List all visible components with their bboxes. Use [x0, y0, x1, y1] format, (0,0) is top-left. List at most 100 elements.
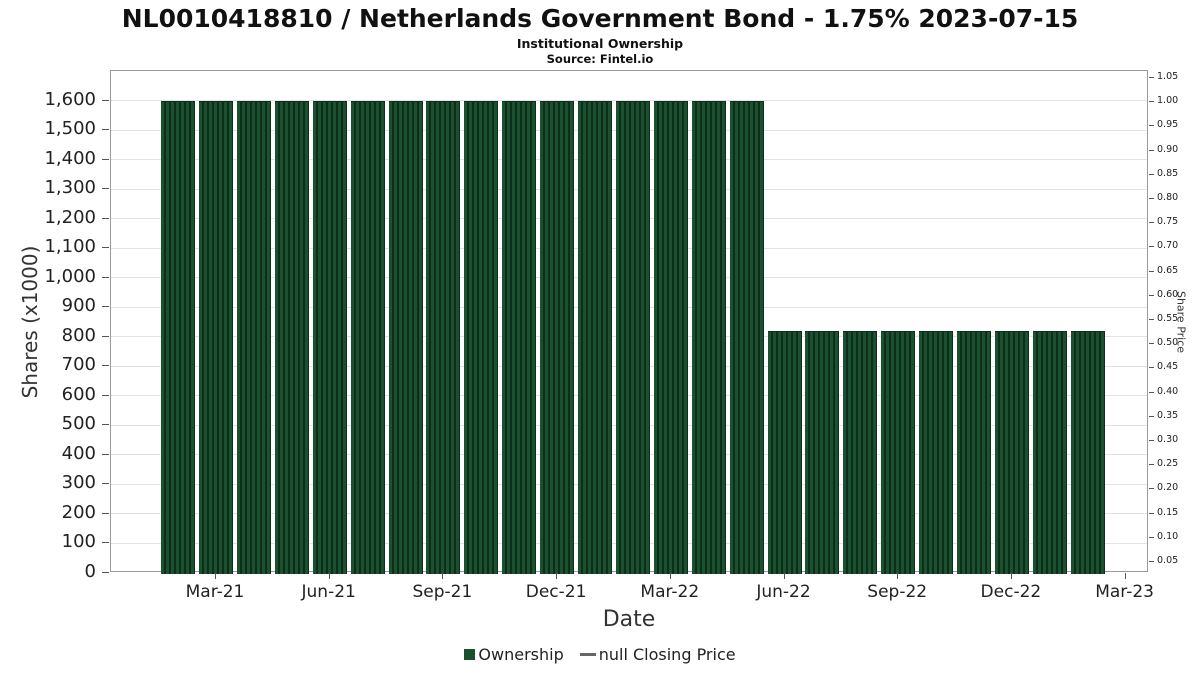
- x-axis-tick: [556, 573, 558, 579]
- right-axis-tick: [1149, 198, 1154, 199]
- ownership-bar: [426, 100, 461, 574]
- ownership-swatch-icon: [464, 649, 476, 660]
- legend-label-ownership: Ownership: [478, 645, 564, 664]
- right-axis-tick: [1149, 391, 1154, 393]
- ownership-bar: [1032, 330, 1067, 574]
- y-axis-tick: [102, 306, 109, 308]
- y-tick-label: 700: [61, 354, 96, 376]
- ownership-bar: [199, 100, 233, 574]
- y-axis-tick: [102, 158, 109, 160]
- right-tick-label: 0.35: [1157, 409, 1179, 421]
- right-axis-tick: [1149, 270, 1154, 272]
- right-tick-label: 0.85: [1157, 167, 1179, 179]
- ownership-bar: [615, 100, 650, 574]
- y-tick-label: 1,100: [44, 236, 96, 258]
- y-tick-label: 300: [61, 472, 96, 494]
- y-tick-label: 1,500: [44, 118, 96, 140]
- right-axis-tick: [1149, 101, 1154, 103]
- y-tick-label: 0: [84, 561, 96, 582]
- right-axis-tick: [1149, 464, 1154, 466]
- y-tick-label: 800: [61, 324, 96, 346]
- x-axis-tick: [328, 573, 330, 579]
- right-axis-tick: [1149, 367, 1154, 369]
- y-tick-label: 600: [61, 383, 96, 405]
- legend-item-closing-price: null Closing Price: [579, 645, 736, 664]
- y-axis-tick: [102, 365, 109, 367]
- right-axis-tick: [1149, 149, 1154, 151]
- chart-source: Source: Fintel.io: [546, 52, 654, 66]
- right-axis-tick: [1149, 246, 1154, 248]
- x-axis-tick: [442, 573, 444, 579]
- y-tick-label: 1,000: [44, 265, 96, 287]
- right-tick-label: 0.40: [1157, 385, 1179, 397]
- ownership-bar: [881, 330, 916, 574]
- x-tick-label: Sep-21: [412, 582, 473, 602]
- right-axis-tick: [1149, 222, 1154, 224]
- right-tick-label: 0.65: [1157, 264, 1179, 276]
- right-tick-label: 0.10: [1157, 530, 1179, 542]
- ownership-bar: [767, 330, 802, 574]
- ownership-bar: [578, 100, 612, 574]
- y-tick-label: 900: [61, 295, 96, 317]
- y-tick-label: 500: [61, 413, 96, 435]
- y-axis-tick: [102, 188, 109, 190]
- x-axis-tick: [215, 573, 216, 579]
- x-tick-label: Jun-22: [756, 582, 811, 602]
- ownership-bar: [388, 100, 423, 574]
- chart-title: NL0010418810 / Netherlands Government Bo…: [121, 4, 1079, 33]
- x-tick-label: Jun-21: [301, 582, 356, 602]
- right-axis-tick: [1149, 77, 1154, 78]
- y-tick-label: 1,300: [44, 177, 96, 199]
- right-tick-label: 0.90: [1157, 143, 1179, 155]
- right-tick-label: 0.60: [1157, 288, 1179, 300]
- legend-item-ownership: Ownership: [464, 645, 564, 664]
- right-axis-tick: [1149, 536, 1154, 538]
- ownership-bar: [1070, 330, 1105, 574]
- x-axis-tick: [897, 573, 899, 579]
- right-axis-tick: [1149, 440, 1154, 441]
- right-tick-label: 0.20: [1157, 482, 1179, 494]
- right-tick-label: 0.50: [1157, 337, 1179, 349]
- x-axis-tick: [669, 573, 671, 579]
- y-axis-tick: [102, 394, 109, 396]
- y-axis-tick: [102, 129, 109, 131]
- y-axis-tick: [102, 512, 109, 514]
- ownership-bar: [161, 100, 196, 574]
- y-tick-label: 1,400: [44, 147, 96, 169]
- right-axis-tick: [1149, 294, 1154, 296]
- right-tick-label: 0.15: [1157, 506, 1179, 518]
- price-line-icon: [579, 653, 596, 656]
- right-axis-tick: [1149, 488, 1154, 490]
- x-tick-label: Dec-21: [525, 582, 587, 602]
- x-tick-label: Mar-21: [185, 582, 245, 602]
- x-axis-tick: [783, 573, 785, 579]
- ownership-bar: [994, 330, 1029, 574]
- chart-subtitle: Institutional Ownership: [516, 36, 684, 51]
- y-axis-tick: [102, 483, 109, 485]
- right-axis-tick: [1149, 415, 1154, 417]
- x-axis-tick: [1010, 573, 1012, 579]
- ownership-bar: [957, 330, 991, 574]
- ownership-bar: [843, 330, 878, 574]
- ownership-bar: [540, 100, 575, 574]
- right-tick-label: 0.70: [1157, 240, 1179, 252]
- right-axis-tick: [1149, 125, 1154, 127]
- right-tick-label: 0.75: [1157, 216, 1179, 228]
- y-axis-tick: [102, 542, 109, 544]
- right-axis-tick: [1149, 561, 1154, 562]
- right-tick-label: 0.95: [1157, 119, 1179, 131]
- legend-label-closing-price: null Closing Price: [598, 645, 736, 664]
- ownership-bar: [350, 100, 385, 574]
- y-axis-tick: [102, 99, 109, 101]
- y-tick-label: 1,200: [44, 206, 96, 228]
- legend: Ownership null Closing Price: [0, 645, 1200, 664]
- ownership-bar: [729, 100, 764, 574]
- x-axis-tick: [1124, 573, 1126, 579]
- y-tick-label: 400: [61, 442, 96, 464]
- y-tick-label: 1,600: [44, 88, 96, 110]
- plot-area: [110, 70, 1148, 574]
- x-axis-label: Date: [602, 607, 656, 632]
- right-tick-label: 1.00: [1157, 95, 1179, 107]
- ownership-bar: [274, 100, 309, 574]
